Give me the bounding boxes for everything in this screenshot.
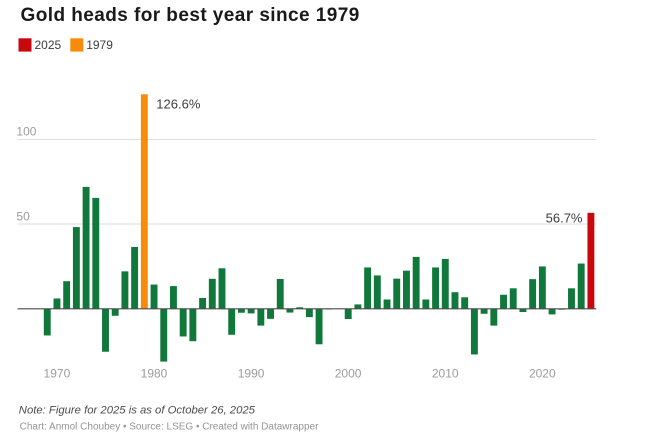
svg-text:Gold heads for best year since: Gold heads for best year since 1979 [21, 5, 360, 26]
svg-text:Note: Figure for 2025 is as of: Note: Figure for 2025 is as of October 2… [19, 404, 256, 416]
svg-text:56.7%: 56.7% [546, 210, 583, 225]
svg-text:100: 100 [16, 125, 36, 139]
svg-text:1970: 1970 [44, 366, 71, 380]
svg-text:50: 50 [16, 209, 30, 223]
svg-text:2020: 2020 [529, 366, 556, 380]
svg-text:Chart: Anmol Choubey • Source:: Chart: Anmol Choubey • Source: LSEG • Cr… [20, 422, 319, 433]
svg-text:1980: 1980 [141, 366, 168, 380]
svg-text:2000: 2000 [335, 366, 362, 380]
svg-text:1979: 1979 [86, 38, 113, 52]
svg-text:126.6%: 126.6% [156, 97, 201, 112]
svg-text:2025: 2025 [35, 38, 62, 52]
svg-text:2010: 2010 [432, 366, 459, 380]
svg-text:1990: 1990 [238, 366, 265, 380]
